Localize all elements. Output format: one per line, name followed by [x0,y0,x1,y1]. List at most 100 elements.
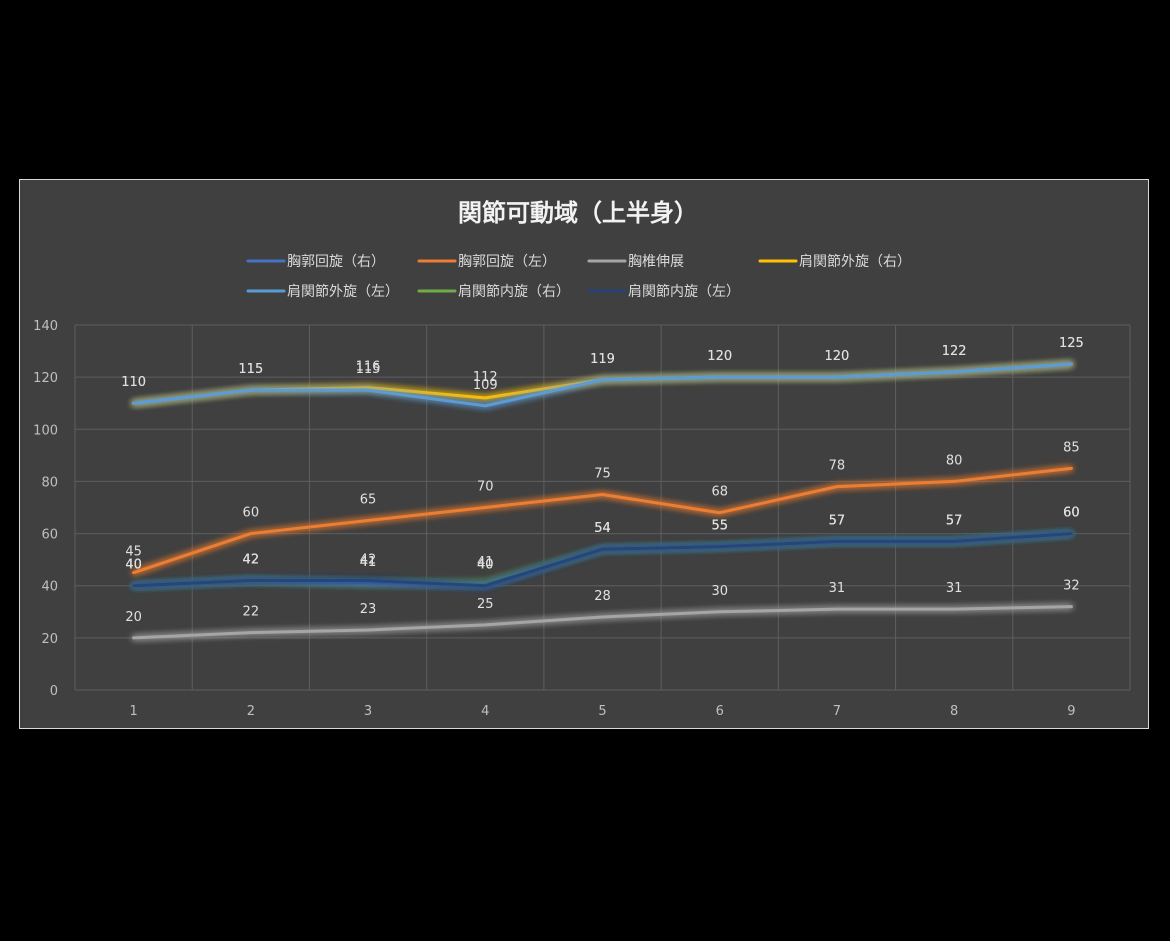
y-tick-label: 140 [33,319,58,334]
y-tick-label: 60 [41,528,58,543]
x-tick-label: 5 [598,704,606,719]
line-chart: 関節可動域（上半身） 胸郭回旋（右） 胸郭回旋（左） 胸椎伸展 肩関節外旋（右） 肩関節… [33,199,1131,719]
data-label: 120 [825,349,850,364]
y-tick-label: 80 [41,475,58,490]
series-line [132,605,1073,640]
x-tick-label: 6 [716,704,724,719]
x-tick-label: 3 [364,704,372,719]
data-label: 32 [1063,579,1080,594]
data-label: 30 [711,584,728,599]
data-label: 60 [1063,506,1080,521]
x-tick-label: 4 [481,704,489,719]
data-label: 110 [121,375,146,390]
data-label: 57 [829,513,846,528]
legend-label: 肩関節外旋（右） [799,253,911,270]
data-label: 120 [825,349,850,364]
series-lines [132,362,1073,640]
data-label: 55 [711,519,728,534]
data-label: 23 [360,602,377,617]
data-label: 54 [594,521,611,536]
legend: 胸郭回旋（右） 胸郭回旋（左） 胸椎伸展 肩関節外旋（右） 肩関節外旋（左） 肩関節内旋（… [246,253,911,300]
data-label: 57 [946,513,963,528]
data-label: 42 [243,553,260,568]
data-label: 115 [356,362,381,377]
data-label: 40 [125,558,142,573]
data-label: 40 [477,558,494,573]
data-label: 120 [707,349,732,364]
data-label: 65 [360,493,377,508]
data-label: 42 [360,553,377,568]
data-label: 109 [473,378,498,393]
y-tick-label: 100 [33,423,58,438]
data-label: 57 [946,513,963,528]
data-label: 25 [477,597,494,612]
data-label: 57 [946,513,963,528]
legend-label: 胸郭回旋（右） [287,253,385,270]
data-label: 85 [1063,440,1080,455]
data-label: 42 [243,553,260,568]
data-label: 70 [477,480,494,495]
data-label: 119 [590,352,615,367]
data-label: 115 [238,362,263,377]
series-line [132,362,1073,405]
chart-frame: 関節可動域（上半身） 胸郭回旋（右） 胸郭回旋（左） 胸椎伸展 肩関節外旋（右） 肩関節… [19,179,1149,729]
data-label: 22 [243,605,260,620]
data-label: 125 [1059,336,1084,351]
data-label: 54 [594,521,611,536]
data-label: 75 [594,466,611,481]
x-tick-label: 1 [129,704,137,719]
data-label: 57 [829,513,846,528]
data-label: 68 [711,485,728,500]
legend-label: 胸郭回旋（左） [458,253,556,270]
x-tick-label: 9 [1067,704,1075,719]
data-label: 122 [942,344,967,359]
data-label: 80 [946,453,963,468]
data-label: 42 [243,553,260,568]
data-label: 40 [125,558,142,573]
data-label: 28 [594,589,611,604]
data-label: 31 [829,581,846,596]
data-label: 40 [125,558,142,573]
y-tick-label: 120 [33,371,58,386]
x-tick-label: 8 [950,704,958,719]
data-label: 122 [942,344,967,359]
data-label: 40 [477,558,494,573]
data-label: 60 [1063,506,1080,521]
series-line [132,466,1073,575]
data-label: 54 [594,521,611,536]
x-tick-label: 2 [247,704,255,719]
data-label: 112 [473,370,498,385]
data-label: 41 [360,555,377,570]
legend-label: 肩関節内旋（右） [458,283,570,300]
data-label: 119 [590,352,615,367]
data-label: 41 [360,555,377,570]
y-tick-label: 40 [41,580,58,595]
chart-title: 関節可動域（上半身） [458,199,698,227]
data-label: 116 [356,360,381,375]
data-label: 115 [238,362,263,377]
data-label: 125 [1059,336,1084,351]
data-label: 57 [829,513,846,528]
data-label: 120 [707,349,732,364]
data-label: 31 [946,581,963,596]
legend-label: 肩関節外旋（左） [287,283,399,300]
y-tick-label: 0 [50,684,58,699]
grid [74,324,1131,691]
series-line [132,362,1073,408]
data-label: 78 [829,459,846,474]
series-line [132,532,1073,588]
legend-label: 肩関節内旋（左） [628,283,740,300]
data-label: 41 [477,555,494,570]
legend-label: 胸椎伸展 [628,254,684,270]
y-tick-label: 20 [41,632,58,647]
data-label: 60 [1063,506,1080,521]
data-label: 55 [711,519,728,534]
data-label: 45 [125,545,142,560]
data-label: 60 [243,506,260,521]
data-label: 20 [125,610,142,625]
data-label: 55 [711,519,728,534]
x-tick-label: 7 [833,704,841,719]
data-label: 110 [121,375,146,390]
